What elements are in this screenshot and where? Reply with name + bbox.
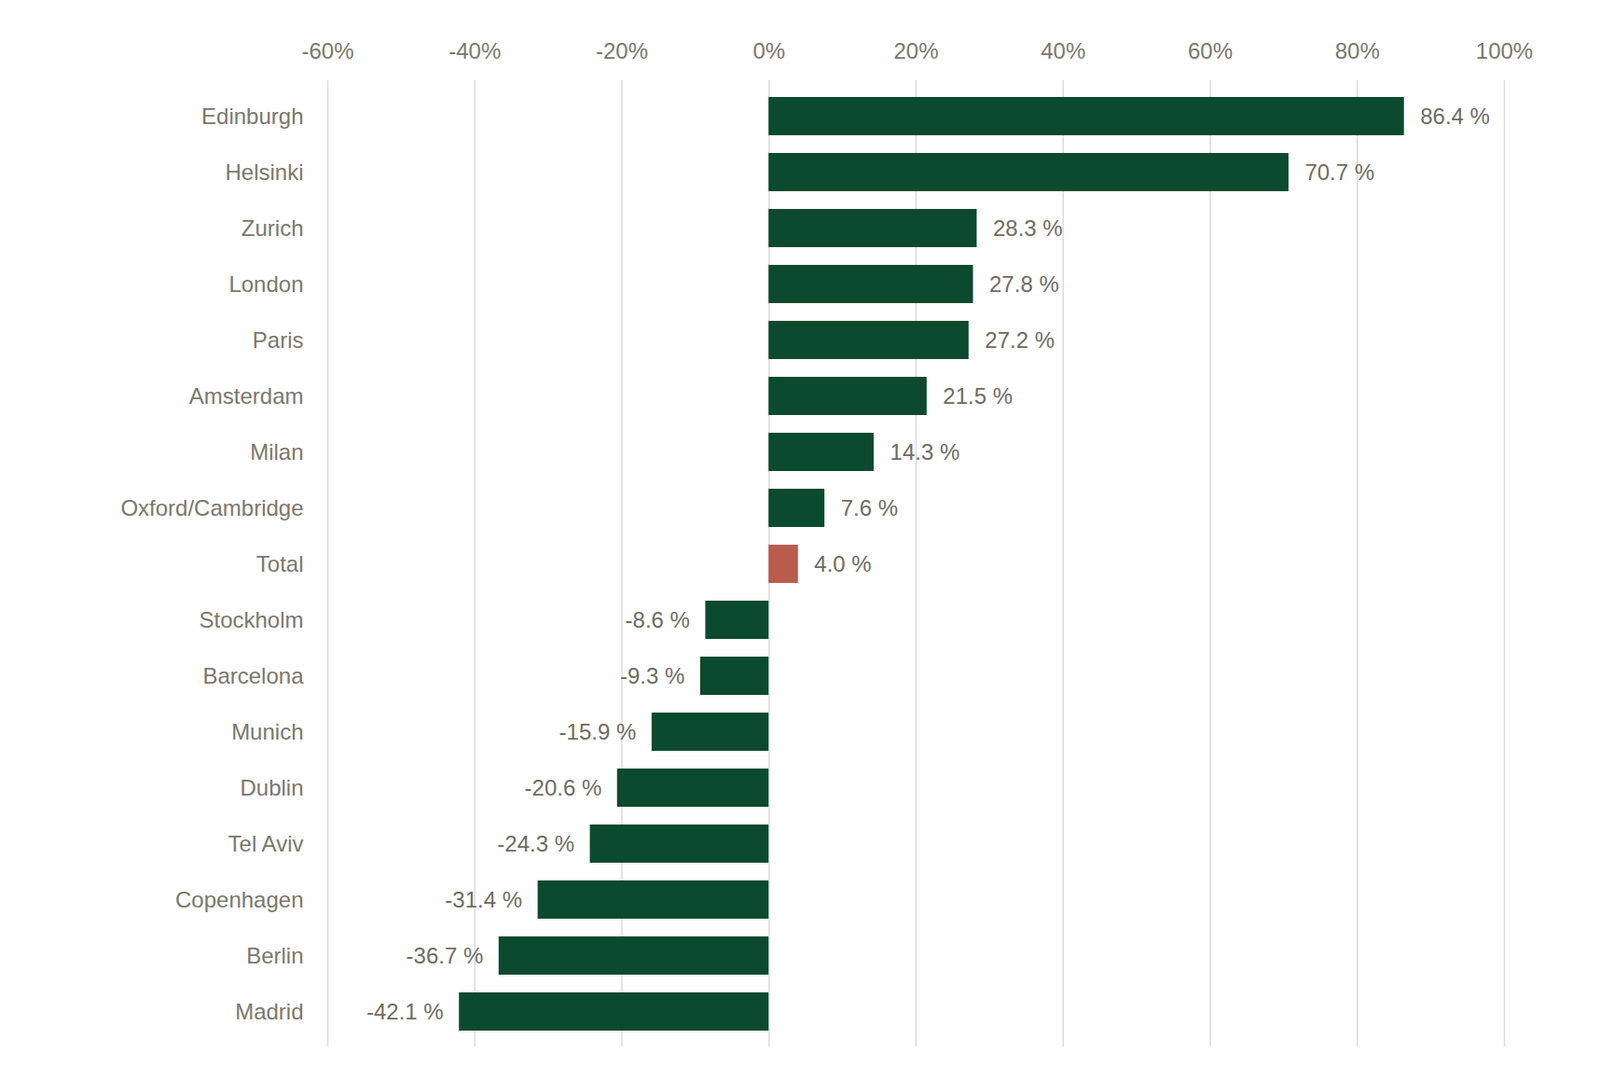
svg-text:-36.7 %: -36.7 % <box>406 942 484 968</box>
svg-text:-24.3 %: -24.3 % <box>496 830 575 856</box>
svg-text:Madrid: Madrid <box>234 998 304 1024</box>
svg-text:40%: 40% <box>1040 38 1086 64</box>
svg-text:Berlin: Berlin <box>246 942 304 968</box>
svg-text:-60%: -60% <box>301 38 354 64</box>
svg-text:100%: 100% <box>1475 38 1533 64</box>
svg-text:-31.4 %: -31.4 % <box>444 886 523 912</box>
svg-text:-15.9 %: -15.9 % <box>559 718 637 745</box>
svg-text:60%: 60% <box>1187 38 1233 64</box>
svg-text:28.3 %: 28.3 % <box>993 215 1063 241</box>
svg-text:-20.6 %: -20.6 % <box>524 774 603 800</box>
svg-text:7.6 %: 7.6 % <box>841 495 898 521</box>
svg-text:Helsinki: Helsinki <box>224 159 304 185</box>
svg-text:27.2 %: 27.2 % <box>984 327 1055 353</box>
svg-text:Dublin: Dublin <box>239 774 304 800</box>
svg-text:Zurich: Zurich <box>241 215 304 241</box>
svg-text:Oxford/Cambridge: Oxford/Cambridge <box>120 495 304 521</box>
svg-text:-42.1 %: -42.1 % <box>366 998 444 1024</box>
svg-text:20%: 20% <box>893 38 938 64</box>
svg-text:Barcelona: Barcelona <box>202 662 304 689</box>
svg-text:Milan: Milan <box>249 439 304 465</box>
svg-text:-20%: -20% <box>595 38 649 64</box>
svg-text:21.5 %: 21.5 % <box>942 383 1013 409</box>
svg-text:Stockholm: Stockholm <box>198 606 304 633</box>
svg-text:14.3 %: 14.3 % <box>890 439 961 465</box>
svg-text:80%: 80% <box>1335 38 1380 64</box>
svg-text:70.7 %: 70.7 % <box>1304 159 1375 185</box>
svg-text:-8.6 %: -8.6 % <box>625 606 690 633</box>
svg-text:Copenhagen: Copenhagen <box>175 886 304 912</box>
svg-text:86.4 %: 86.4 % <box>1420 103 1490 129</box>
svg-text:27.8 %: 27.8 % <box>989 271 1060 297</box>
svg-text:Edinburgh: Edinburgh <box>201 103 304 129</box>
svg-text:Total: Total <box>256 551 304 577</box>
svg-text:Tel Aviv: Tel Aviv <box>228 830 304 856</box>
svg-text:Amsterdam: Amsterdam <box>189 383 304 409</box>
svg-text:Paris: Paris <box>252 327 304 353</box>
svg-text:-9.3 %: -9.3 % <box>620 662 685 689</box>
svg-text:London: London <box>228 271 304 297</box>
svg-text:Munich: Munich <box>231 718 304 745</box>
svg-text:4.0 %: 4.0 % <box>813 551 871 577</box>
svg-text:0%: 0% <box>752 38 786 64</box>
svg-text:-40%: -40% <box>448 38 501 64</box>
